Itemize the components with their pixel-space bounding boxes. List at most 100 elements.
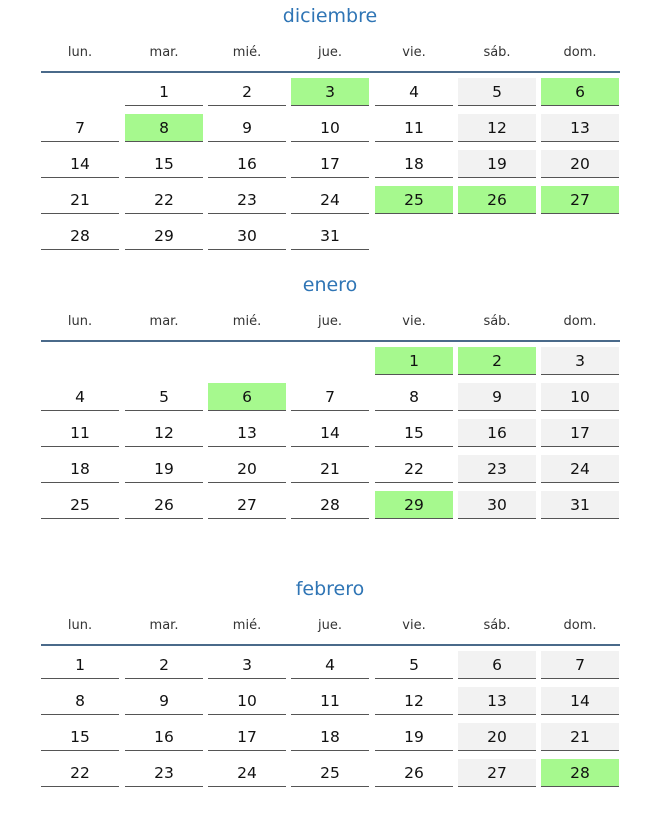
- day-cell[interactable]: 2: [458, 347, 536, 375]
- day-cell[interactable]: 27: [541, 186, 619, 214]
- day-cell[interactable]: 30: [208, 222, 286, 250]
- day-cell[interactable]: 3: [291, 78, 369, 106]
- day-cell[interactable]: 24: [208, 759, 286, 787]
- day-cell[interactable]: 7: [291, 383, 369, 411]
- day-cell[interactable]: 29: [125, 222, 203, 250]
- day-cell[interactable]: 9: [125, 687, 203, 715]
- day-cell[interactable]: 19: [375, 723, 453, 751]
- day-cell[interactable]: 5: [458, 78, 536, 106]
- day-cell[interactable]: 27: [208, 491, 286, 519]
- day-cell[interactable]: 25: [375, 186, 453, 214]
- header-divider: [41, 644, 620, 646]
- weekday-label: dom.: [563, 314, 597, 329]
- day-cell[interactable]: 12: [458, 114, 536, 142]
- day-cell[interactable]: 23: [125, 759, 203, 787]
- day-cell[interactable]: 2: [125, 651, 203, 679]
- day-cell[interactable]: 15: [375, 419, 453, 447]
- day-cell[interactable]: 4: [41, 383, 119, 411]
- day-cell[interactable]: 28: [541, 759, 619, 787]
- day-cell[interactable]: 5: [375, 651, 453, 679]
- day-cell[interactable]: 26: [375, 759, 453, 787]
- day-cell[interactable]: 30: [458, 491, 536, 519]
- day-cell[interactable]: 10: [291, 114, 369, 142]
- day-cell[interactable]: 14: [41, 150, 119, 178]
- day-cell[interactable]: 1: [375, 347, 453, 375]
- day-cell[interactable]: 28: [291, 491, 369, 519]
- day-cell[interactable]: 18: [41, 455, 119, 483]
- day-cell[interactable]: 25: [41, 491, 119, 519]
- day-cell[interactable]: 24: [291, 186, 369, 214]
- day-cell[interactable]: 24: [541, 455, 619, 483]
- day-cell[interactable]: 15: [125, 150, 203, 178]
- day-cell[interactable]: 26: [125, 491, 203, 519]
- day-cell[interactable]: 9: [208, 114, 286, 142]
- day-cell[interactable]: 10: [208, 687, 286, 715]
- day-cell[interactable]: 23: [458, 455, 536, 483]
- day-cell[interactable]: 20: [208, 455, 286, 483]
- weekday-label: vie.: [402, 45, 426, 60]
- day-cell[interactable]: 22: [125, 186, 203, 214]
- day-cell[interactable]: 16: [458, 419, 536, 447]
- day-cell[interactable]: 11: [375, 114, 453, 142]
- day-cell[interactable]: 11: [41, 419, 119, 447]
- day-cell[interactable]: 6: [458, 651, 536, 679]
- day-cell[interactable]: 15: [41, 723, 119, 751]
- day-cell[interactable]: 28: [41, 222, 119, 250]
- day-cell[interactable]: 14: [541, 687, 619, 715]
- day-cell[interactable]: 4: [291, 651, 369, 679]
- day-cell[interactable]: 2: [208, 78, 286, 106]
- day-cell[interactable]: 27: [458, 759, 536, 787]
- day-cell[interactable]: 1: [41, 651, 119, 679]
- weekday-label: mié.: [232, 45, 262, 60]
- day-cell[interactable]: 29: [375, 491, 453, 519]
- day-cell[interactable]: 16: [125, 723, 203, 751]
- day-cell[interactable]: 20: [458, 723, 536, 751]
- day-cell[interactable]: 5: [125, 383, 203, 411]
- day-cell[interactable]: 13: [458, 687, 536, 715]
- day-cell[interactable]: 12: [125, 419, 203, 447]
- day-cell[interactable]: 8: [125, 114, 203, 142]
- weekday-label: mar.: [149, 314, 179, 329]
- weekday-label: jue.: [318, 618, 342, 633]
- day-cell[interactable]: 21: [291, 455, 369, 483]
- day-cell[interactable]: 21: [541, 723, 619, 751]
- day-cell[interactable]: 25: [291, 759, 369, 787]
- day-cell[interactable]: 6: [541, 78, 619, 106]
- day-cell[interactable]: 19: [125, 455, 203, 483]
- day-cell[interactable]: 23: [208, 186, 286, 214]
- day-cell[interactable]: 19: [458, 150, 536, 178]
- day-cell[interactable]: 31: [541, 491, 619, 519]
- day-cell[interactable]: 22: [375, 455, 453, 483]
- day-cell[interactable]: 17: [291, 150, 369, 178]
- day-cell[interactable]: 3: [208, 651, 286, 679]
- day-cell[interactable]: 17: [541, 419, 619, 447]
- header-divider: [41, 71, 620, 73]
- day-cell[interactable]: 13: [541, 114, 619, 142]
- day-cell[interactable]: 13: [208, 419, 286, 447]
- day-cell[interactable]: 26: [458, 186, 536, 214]
- day-cell[interactable]: 16: [208, 150, 286, 178]
- day-cell[interactable]: 6: [208, 383, 286, 411]
- day-cell[interactable]: 14: [291, 419, 369, 447]
- day-cell[interactable]: 8: [375, 383, 453, 411]
- day-cell[interactable]: 9: [458, 383, 536, 411]
- weekday-label: mar.: [149, 618, 179, 633]
- day-cell[interactable]: 18: [291, 723, 369, 751]
- weekday-label: vie.: [402, 314, 426, 329]
- day-cell[interactable]: 12: [375, 687, 453, 715]
- day-cell[interactable]: 4: [375, 78, 453, 106]
- day-cell[interactable]: 31: [291, 222, 369, 250]
- day-cell[interactable]: 7: [541, 651, 619, 679]
- day-cell[interactable]: 20: [541, 150, 619, 178]
- day-cell[interactable]: 10: [541, 383, 619, 411]
- day-cell[interactable]: 22: [41, 759, 119, 787]
- month-title: diciembre: [282, 5, 378, 27]
- day-cell[interactable]: 17: [208, 723, 286, 751]
- day-cell[interactable]: 18: [375, 150, 453, 178]
- day-cell[interactable]: 3: [541, 347, 619, 375]
- day-cell[interactable]: 1: [125, 78, 203, 106]
- day-cell[interactable]: 11: [291, 687, 369, 715]
- day-cell[interactable]: 8: [41, 687, 119, 715]
- day-cell[interactable]: 7: [41, 114, 119, 142]
- day-cell[interactable]: 21: [41, 186, 119, 214]
